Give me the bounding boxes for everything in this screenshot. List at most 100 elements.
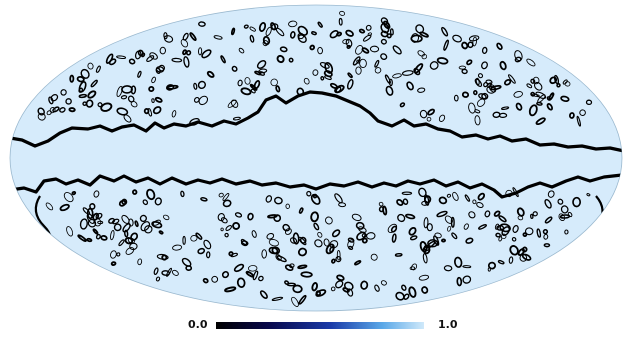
galactic-mask-upper-edge: [10, 90, 622, 153]
source-contour: [87, 62, 94, 70]
source-contour: [532, 93, 540, 98]
source-contour: [86, 237, 93, 243]
source-contour: [65, 98, 72, 105]
source-contour: [171, 269, 179, 276]
source-contour: [130, 85, 137, 95]
source-contour: [80, 68, 90, 79]
source-contour: [452, 191, 459, 201]
source-contour: [380, 53, 388, 60]
source-contour: [399, 102, 406, 108]
source-contour: [147, 108, 153, 117]
source-contour: [497, 259, 505, 265]
source-contour: [505, 189, 513, 198]
source-contour: [90, 79, 98, 88]
source-contour: [189, 32, 197, 41]
source-contour: [426, 116, 432, 122]
source-contour: [402, 198, 409, 205]
source-contour: [397, 213, 406, 223]
source-contour: [166, 84, 179, 90]
source-contour: [396, 199, 404, 206]
source-contour: [476, 201, 484, 209]
source-contour: [222, 199, 232, 208]
source-contour: [92, 228, 99, 235]
source-contour: [508, 256, 514, 264]
source-contour: [536, 101, 543, 106]
source-contour: [300, 271, 313, 278]
source-contour: [289, 263, 295, 269]
source-contour: [284, 264, 294, 272]
source-contour: [95, 65, 101, 73]
source-contour: [59, 107, 66, 113]
source-contour: [458, 65, 467, 70]
source-contour: [120, 95, 128, 100]
source-contour: [544, 199, 552, 209]
source-contour: [401, 70, 414, 76]
source-contour: [423, 217, 429, 229]
source-contour: [419, 240, 428, 253]
source-contour: [227, 99, 237, 108]
source-contour: [330, 286, 336, 292]
source-contour: [427, 108, 436, 116]
source-contour: [468, 102, 476, 114]
source-contour: [434, 232, 442, 239]
source-contour: [498, 236, 503, 242]
source-contour: [403, 293, 410, 300]
source-contour: [494, 223, 500, 230]
source-contour: [171, 57, 183, 63]
colorbar: [216, 322, 424, 329]
source-contour: [220, 217, 228, 224]
source-contour: [221, 271, 230, 279]
source-contour: [417, 50, 425, 57]
source-contour: [526, 83, 533, 89]
source-contour: [123, 114, 132, 123]
source-contour: [334, 193, 343, 204]
source-contour: [193, 82, 198, 90]
source-contour: [504, 79, 512, 86]
source-contour: [282, 223, 291, 232]
source-contour: [151, 98, 155, 103]
source-contour: [292, 284, 303, 294]
source-contour: [560, 205, 569, 214]
source-contour: [100, 235, 108, 241]
source-contour: [477, 192, 486, 201]
source-contour: [110, 250, 117, 259]
source-contour: [468, 35, 480, 42]
source-contour: [288, 20, 298, 28]
source-contour: [213, 35, 223, 40]
source-contour: [346, 288, 354, 297]
source-contour: [284, 228, 292, 235]
source-contour: [336, 249, 341, 261]
source-contour: [536, 228, 542, 238]
source-contour: [297, 34, 307, 44]
source-contour: [464, 194, 471, 202]
source-contour: [493, 210, 501, 217]
source-contour: [542, 229, 549, 235]
source-contour: [331, 229, 341, 238]
source-contour: [446, 193, 452, 198]
source-contour: [517, 248, 525, 257]
source-contour: [392, 73, 402, 79]
galactic-mask-lower-edge: [10, 173, 622, 199]
source-contour: [116, 55, 127, 60]
source-contour: [417, 87, 426, 93]
source-contour: [276, 255, 287, 263]
source-contour: [329, 30, 339, 39]
source-contour: [297, 264, 308, 270]
source-contour: [499, 60, 507, 71]
source-contour: [486, 85, 496, 94]
source-contour: [476, 98, 486, 107]
source-contour: [560, 95, 570, 103]
source-contour: [220, 55, 226, 64]
source-contour: [267, 214, 278, 219]
source-contour: [558, 213, 566, 222]
source-contour: [163, 214, 170, 221]
source-contour: [273, 214, 282, 222]
source-contour: [585, 99, 593, 106]
source-contour: [380, 38, 387, 45]
source-contour: [481, 92, 489, 100]
source-contour: [288, 57, 294, 63]
source-contour: [329, 240, 339, 249]
source-contour: [82, 207, 91, 215]
source-contour: [180, 39, 189, 48]
source-contour: [462, 265, 472, 269]
